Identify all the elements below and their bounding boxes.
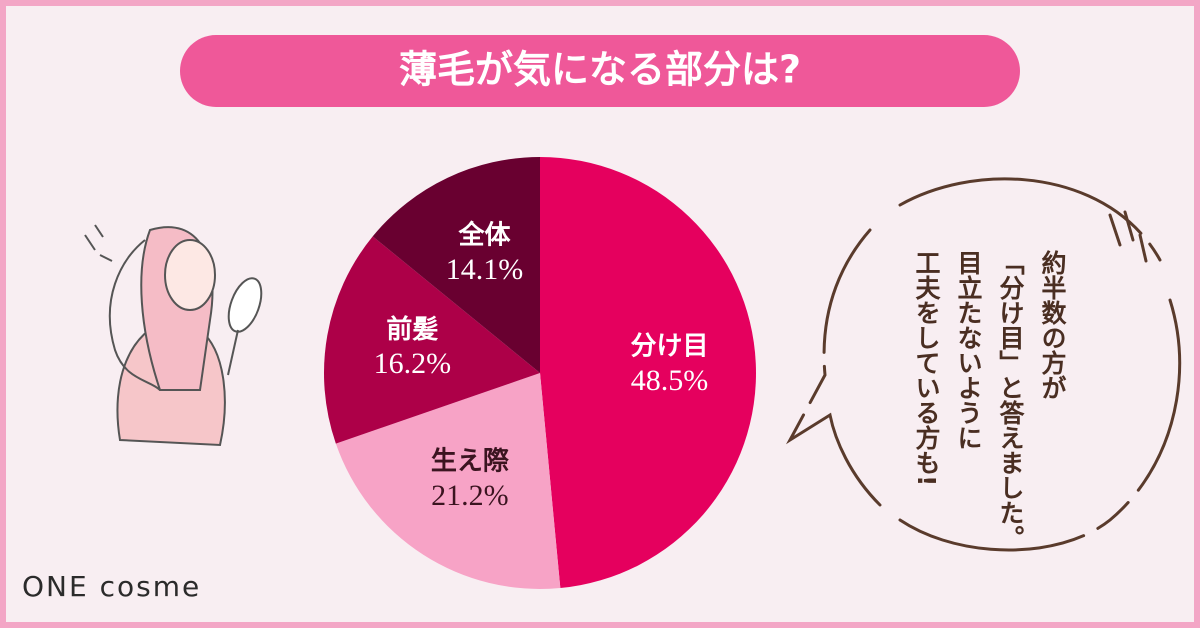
illustration — [84, 224, 263, 447]
title-bar — [180, 35, 1020, 107]
slice-label: 全体 — [457, 219, 511, 250]
slice-value-label: 16.2% — [374, 347, 452, 380]
pie-slice — [335, 373, 561, 589]
slice-label: 前髪 — [386, 314, 438, 345]
slice-value-label: 48.5% — [631, 364, 709, 397]
slice-label: 生え際 — [431, 446, 509, 476]
callout-line: 工夫をしている方も! — [912, 250, 941, 487]
slice-value-label: 14.1% — [446, 253, 524, 286]
slice-label: 分け目 — [630, 331, 708, 361]
chart-title: 薄毛が気になる部分は? — [399, 48, 801, 92]
callout-line: 「分け目」と答えました。 — [996, 250, 1025, 550]
pie-slice — [324, 236, 540, 444]
pie-slice — [540, 157, 756, 589]
pie-slice — [372, 157, 540, 373]
speech-bubble — [785, 177, 1182, 552]
callout-text: 約半数の方が 「分け目」と答えました。 目立たないように 工夫をしている方も! — [905, 250, 1073, 550]
callout-line: 目立たないように — [954, 250, 983, 450]
slice-value-label: 21.2% — [431, 479, 509, 512]
callout-line: 約半数の方が — [1038, 250, 1067, 400]
logo: ONE cosme — [22, 570, 202, 603]
